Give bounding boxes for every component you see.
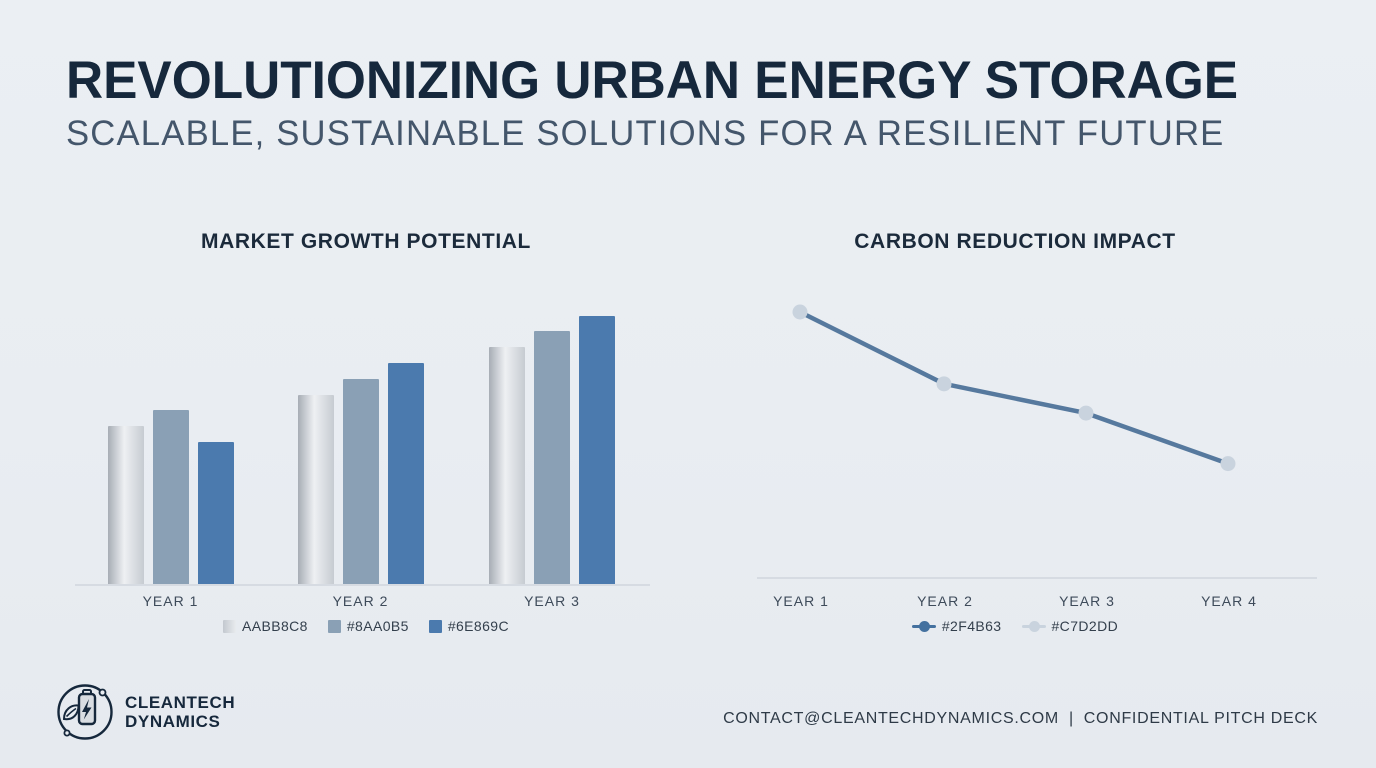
company-logo-icon bbox=[57, 684, 113, 740]
legend-line-marker bbox=[911, 620, 936, 632]
page-subtitle: SCALABLE, SUSTAINABLE SOLUTIONS FOR A RE… bbox=[66, 114, 1225, 153]
bar-x-tick-label: YEAR 3 bbox=[524, 593, 580, 609]
footer-contact-line: CONTACT@CLEANTECHDYNAMICS.COM | CONFIDENTI… bbox=[723, 710, 1318, 728]
bar-x-tick-label: YEAR 1 bbox=[142, 593, 199, 609]
bar-year-1-series3 bbox=[197, 442, 234, 584]
legend-dot-marker bbox=[918, 620, 930, 632]
line-legend-item: #2F4B63 bbox=[911, 618, 1002, 634]
market-growth-chart: MARKET GROWTH POTENTIAL YEAR 1 YEAR 2 YEAR… bbox=[66, 225, 666, 645]
brand-name-line2: DYNAMICS bbox=[125, 712, 221, 731]
bar-year-1-series2 bbox=[152, 410, 189, 584]
brand-block: CLEANTECH DYNAMICS bbox=[55, 682, 235, 742]
legend-label: AABB8C8 bbox=[242, 618, 308, 634]
legend-swatch bbox=[327, 619, 341, 633]
contact-email: CONTACT@CLEANTECHDYNAMICS.COM bbox=[723, 710, 1059, 727]
carbon-trend-line bbox=[797, 309, 1231, 466]
line-legend-item: #C7D2DD bbox=[1021, 618, 1119, 634]
bar-legend-item: #6E869C bbox=[428, 618, 509, 634]
bar-year-3-series1 bbox=[489, 347, 525, 584]
legend-label: #8AA0B5 bbox=[346, 618, 409, 634]
bar-x-axis bbox=[75, 584, 650, 586]
bar-chart-title: MARKET GROWTH POTENTIAL bbox=[201, 230, 531, 253]
bar-year-1-series1 bbox=[107, 426, 144, 584]
legend-label: #2F4B63 bbox=[941, 618, 1002, 634]
line-x-tick-label: YEAR 2 bbox=[917, 593, 973, 609]
page-title: REVOLUTIONIZING URBAN ENERGY STORAGE bbox=[66, 51, 1239, 110]
bar-plot-area bbox=[66, 284, 666, 584]
legend-label: #C7D2DD bbox=[1051, 618, 1119, 634]
line-legend: #2F4B63 #C7D2DD bbox=[745, 618, 1285, 634]
data-point-marker bbox=[1078, 405, 1094, 421]
legend-swatch bbox=[428, 619, 442, 633]
line-chart-title: CARBON REDUCTION IMPACT bbox=[854, 230, 1176, 253]
data-point-marker bbox=[792, 304, 808, 320]
bar-year-2-series2 bbox=[342, 379, 379, 584]
footer-separator: | bbox=[1068, 710, 1074, 727]
line-x-tick-label: YEAR 3 bbox=[1059, 593, 1115, 609]
bar-year-2-series3 bbox=[387, 363, 424, 584]
bar-year-2-series1 bbox=[297, 395, 334, 584]
brand-name-line1: CLEANTECH bbox=[125, 693, 236, 712]
confidential-label: CONFIDENTIAL PITCH DECK bbox=[1083, 710, 1318, 727]
brand-name: CLEANTECH DYNAMICS bbox=[125, 693, 235, 731]
bar-legend-item: AABB8C8 bbox=[223, 618, 308, 634]
bar-year-3-series3 bbox=[579, 316, 615, 584]
bar-legend: AABB8C8 #8AA0B5 #6E869C bbox=[66, 618, 666, 634]
bar-year-3-series2 bbox=[534, 331, 570, 584]
bar-x-tick-label: YEAR 2 bbox=[332, 593, 389, 609]
data-point-marker bbox=[936, 376, 952, 392]
line-x-tick-label: YEAR 4 bbox=[1201, 593, 1257, 609]
line-x-tick-label: YEAR 1 bbox=[773, 593, 829, 609]
legend-swatch bbox=[223, 619, 236, 633]
line-plot-area bbox=[757, 304, 1317, 579]
legend-label: #6E869C bbox=[447, 618, 509, 634]
bar-legend-item: #8AA0B5 bbox=[327, 618, 409, 634]
legend-line-marker bbox=[1021, 620, 1046, 632]
carbon-reduction-chart: CARBON REDUCTION IMPACT YEAR 1 YEAR 2 YEAR… bbox=[745, 225, 1330, 645]
legend-dot-marker bbox=[1028, 620, 1040, 632]
data-point-marker bbox=[1220, 456, 1236, 472]
